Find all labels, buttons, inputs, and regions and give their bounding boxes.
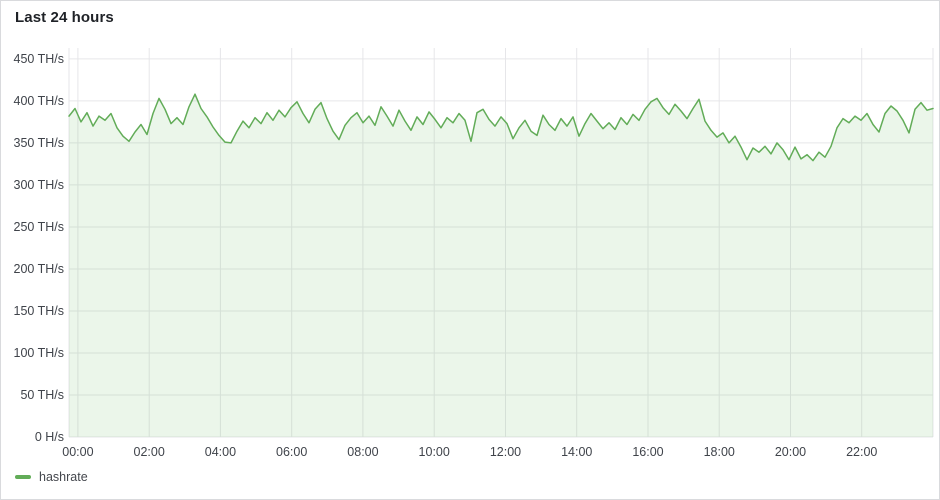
x-axis-label: 20:00 xyxy=(774,445,807,459)
y-axis-label: 0 H/s xyxy=(34,430,64,444)
y-axis-label: 100 TH/s xyxy=(13,345,65,360)
x-axis-label: 02:00 xyxy=(133,445,165,459)
legend-series-marker xyxy=(15,475,31,479)
y-axis-label: 400 TH/s xyxy=(13,93,65,108)
y-axis-label: 350 TH/s xyxy=(13,135,65,150)
y-axis-label: 250 TH/s xyxy=(13,219,65,234)
legend-series-label: hashrate xyxy=(39,470,88,484)
legend-item-hashrate[interactable]: hashrate xyxy=(15,470,88,484)
y-axis-label: 200 TH/s xyxy=(13,261,65,276)
x-axis-label: 04:00 xyxy=(204,445,237,459)
y-axis-label: 50 TH/s xyxy=(20,387,64,402)
y-axis-label: 300 TH/s xyxy=(13,177,65,192)
x-axis-label: 18:00 xyxy=(703,445,735,459)
x-axis-label: 16:00 xyxy=(632,445,664,459)
x-axis-label: 08:00 xyxy=(347,445,379,459)
y-axis-label: 450 TH/s xyxy=(13,51,65,66)
x-axis-label: 22:00 xyxy=(846,445,878,459)
x-axis-label: 14:00 xyxy=(561,445,593,459)
x-axis-label: 10:00 xyxy=(418,445,450,459)
y-axis-label: 150 TH/s xyxy=(13,303,65,318)
x-axis-label: 12:00 xyxy=(489,445,522,459)
hashrate-line xyxy=(68,93,934,162)
x-axis-label: 06:00 xyxy=(276,445,308,459)
panel-title: Last 24 hours xyxy=(15,9,114,26)
x-axis-label: 00:00 xyxy=(62,445,94,459)
hashrate-area xyxy=(69,94,933,437)
